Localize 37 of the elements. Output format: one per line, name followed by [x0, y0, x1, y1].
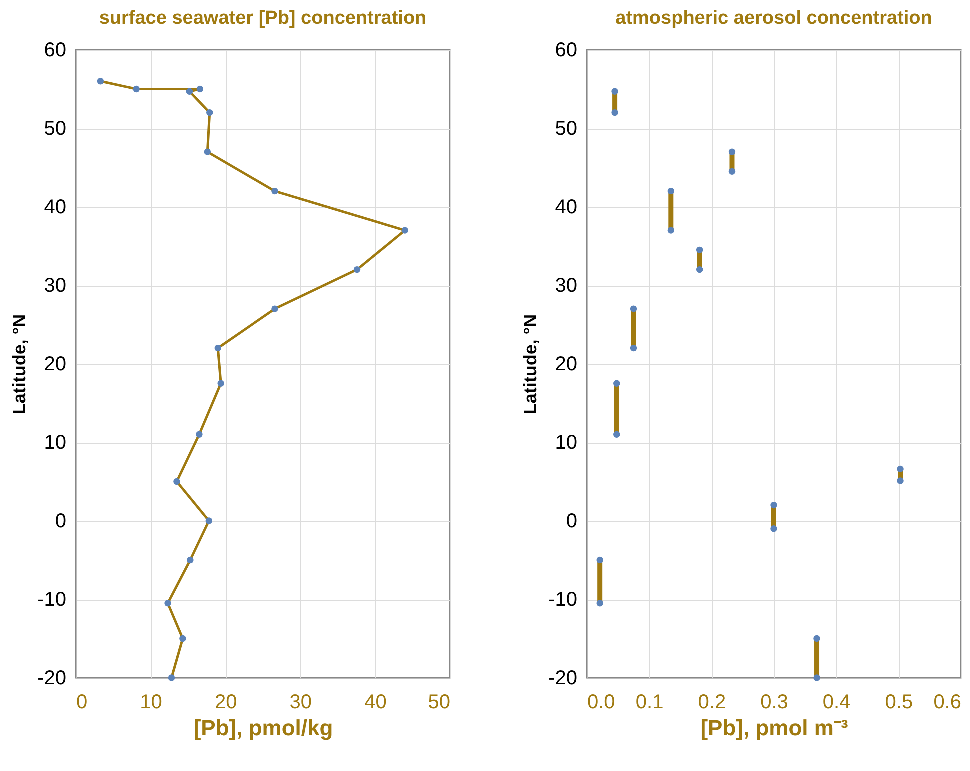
y-tick-label: 30 [44, 275, 66, 297]
y-tick-label: -20 [38, 668, 66, 690]
x-tick-label: 30 [290, 692, 312, 714]
x-tick-label: 0.5 [885, 692, 914, 714]
x-tick-label: 10 [140, 692, 162, 714]
y-tick-label: -10 [38, 589, 66, 611]
y-tick-label: -10 [548, 589, 578, 611]
y-tick-label: 0 [566, 510, 578, 532]
x-tick-label: 0.3 [760, 692, 788, 714]
y-tick-label: 60 [44, 40, 66, 62]
x-tick-label: 50 [428, 692, 450, 714]
x-axis-title: [Pb], pmol/kg [194, 716, 334, 740]
y-tick-label: 10 [555, 432, 578, 454]
y-tick-label: 20 [555, 354, 578, 376]
y-tick-label: 20 [44, 354, 66, 376]
x-tick-label: 40 [364, 692, 387, 714]
y-tick-label: 40 [44, 196, 66, 218]
y-tick-label: 10 [44, 432, 66, 454]
y-tick-label: -20 [548, 668, 578, 690]
y-tick-label: 30 [555, 275, 578, 297]
y-tick-label: 50 [555, 118, 578, 140]
y-tick-label: 50 [44, 118, 66, 140]
x-tick-label: 0.6 [934, 692, 962, 714]
x-tick-label: 0.0 [588, 692, 616, 714]
x-tick-label: 20 [214, 692, 238, 714]
x-axis-title: [Pb], pmol m⁻³ [700, 716, 848, 740]
chart-title: atmospheric aerosol concentration [616, 8, 932, 29]
y-axis-title: Latitude, °N [520, 314, 541, 415]
x-tick-label: 0.4 [822, 692, 851, 714]
y-tick-label: 60 [555, 40, 578, 62]
y-axis-title: Latitude, °N [10, 314, 30, 415]
x-tick-label: 0.2 [698, 692, 726, 714]
x-tick-label: 0.1 [636, 692, 664, 714]
y-tick-label: 40 [555, 196, 578, 218]
x-tick-label: 0 [76, 692, 88, 714]
y-tick-label: 0 [55, 510, 66, 532]
chart-title: surface seawater [Pb] concentration [99, 8, 427, 29]
